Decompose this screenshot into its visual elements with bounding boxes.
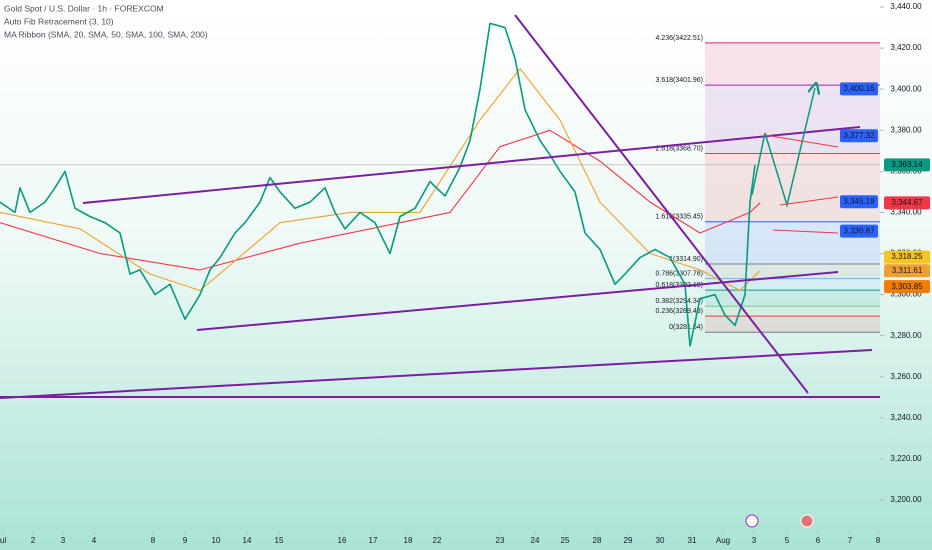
event-icon[interactable] (745, 514, 759, 528)
fib-zone (705, 85, 880, 154)
x-tick-label: 5 (785, 536, 790, 545)
price-tag-label: 3,400.16 (843, 84, 875, 93)
series-line (0, 22, 756, 347)
x-tick-label: 22 (433, 536, 442, 545)
chart-title: Gold Spot / U.S. Dollar · 1h · FOREXCOM (4, 3, 164, 13)
price-tag (840, 129, 878, 143)
fib-zone (705, 153, 880, 222)
fib-zone (705, 306, 880, 317)
x-tick-label: 31 (688, 536, 697, 545)
x-tick-label: 6 (816, 536, 821, 545)
y-tick-label: 3,420.00 (890, 43, 922, 52)
price-tag-label: 3,377.32 (843, 131, 875, 140)
y-tick-label: 3,400.00 (890, 84, 922, 93)
fib-label: 2.618(3368.70) (656, 145, 703, 152)
fib-zone (705, 316, 880, 333)
x-tick-label: 17 (369, 536, 378, 545)
price-tag (840, 82, 878, 96)
event-icon[interactable] (800, 514, 814, 528)
price-tag (840, 224, 878, 238)
price-tag (884, 264, 930, 278)
series-line (0, 68, 761, 292)
price-tag-label: 3,345.19 (843, 197, 875, 206)
x-tick-label: ul (0, 536, 6, 545)
y-tick-label: 3,200.00 (890, 495, 922, 504)
fib-zone (705, 42, 880, 86)
x-tick-label: 9 (183, 536, 188, 545)
price-tag (884, 158, 930, 172)
indicator-label: Auto Fib Retracement (3, 10) (4, 16, 114, 26)
projection-path (751, 88, 815, 208)
price-tag-label: 3,318.25 (891, 252, 923, 261)
fib-label: 1.618(3335.45) (656, 214, 703, 221)
fib-zone (705, 290, 880, 307)
x-tick-label: 24 (531, 536, 540, 545)
x-tick-label: 4 (92, 536, 97, 545)
x-tick-label: 15 (275, 536, 284, 545)
x-tick-label: 8 (151, 536, 156, 545)
price-tag-label: 3,303.85 (891, 282, 923, 291)
x-tick-label: 3 (61, 536, 66, 545)
x-tick-label: 25 (561, 536, 570, 545)
fib-label: 4.236(3422.51) (656, 35, 703, 42)
x-tick-label: 7 (848, 536, 853, 545)
x-tick-label: Aug (716, 536, 730, 545)
y-tick-label: 3,280.00 (890, 331, 922, 340)
price-tag (884, 250, 930, 264)
x-tick-label: 28 (593, 536, 602, 545)
price-tag-label: 3,311.61 (892, 266, 923, 275)
trend-line (196, 271, 839, 331)
x-tick-label: 16 (338, 536, 347, 545)
y-tick-label: 3,380.00 (890, 125, 922, 134)
x-tick-label: 29 (624, 536, 633, 545)
fib-label: 0(3281.64) (669, 324, 703, 331)
y-tick-label: 3,300.00 (890, 290, 922, 299)
x-tick-label: 18 (404, 536, 413, 545)
x-tick-label: 3 (752, 536, 757, 545)
price-tag (840, 195, 878, 209)
projection-links (764, 134, 839, 234)
price-tag-label: 3,344.67 (891, 198, 923, 207)
y-tick-label: 3,220.00 (890, 454, 922, 463)
y-tick-label: 3,440.00 (890, 2, 922, 11)
fib-label: 3.618(3401.96) (656, 77, 703, 84)
fib-label: 0.382(3294.34) (656, 298, 703, 305)
fib-label: 1(3314.90) (669, 256, 703, 263)
x-tick-label: 23 (496, 536, 505, 545)
price-tag-label: 3,363.14 (891, 160, 923, 169)
indicator-label: MA Ribbon (SMA, 20, SMA, 50, SMA, 100, S… (4, 29, 208, 39)
y-tick-label: 3,240.00 (890, 413, 922, 422)
x-tick-label: 14 (243, 536, 252, 545)
trend-line (0, 349, 873, 399)
x-tick-label: 8 (876, 536, 881, 545)
price-tag-label: 3,330.87 (843, 226, 875, 235)
x-tick-label: 10 (212, 536, 221, 545)
trend-line (82, 126, 861, 204)
y-tick-label: 3,260.00 (890, 372, 922, 381)
x-tick-label: 30 (656, 536, 665, 545)
x-tick-label: 2 (31, 536, 36, 545)
trend-line (514, 14, 809, 394)
price-tag (884, 280, 930, 294)
fib-label: 0.236(3289.49) (656, 308, 703, 315)
fib-zone (705, 263, 880, 279)
y-tick-label: 3,340.00 (890, 208, 922, 217)
price-tag (884, 196, 930, 210)
fib-zone (705, 278, 880, 291)
series-line (0, 129, 761, 271)
